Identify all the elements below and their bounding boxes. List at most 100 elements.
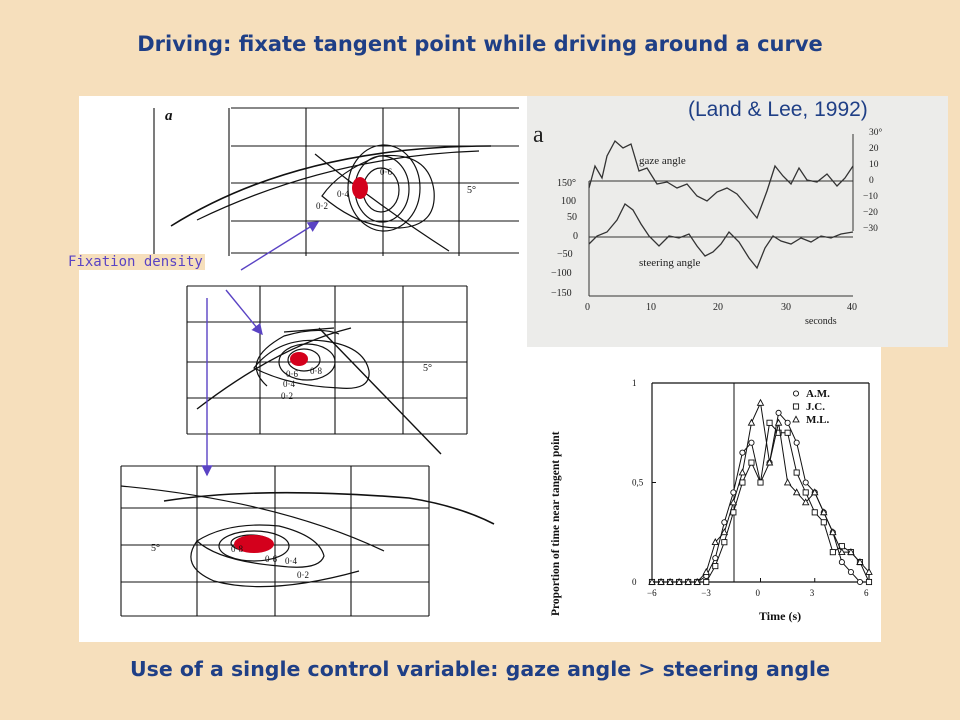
series-ml-point xyxy=(801,498,810,506)
svg-text:0·8: 0·8 xyxy=(310,366,322,376)
fixation-diagram-bottom xyxy=(120,465,495,617)
svg-text:0·2: 0·2 xyxy=(316,201,328,211)
series-am-point xyxy=(847,568,854,576)
legend-am-point xyxy=(792,390,800,397)
angle-marker-top: 5° xyxy=(467,185,476,196)
left-axis-ticks: 150° 100 50 0 −50 −100 −150 xyxy=(551,178,578,299)
series-jc-point xyxy=(748,459,755,466)
panel-label-right: a xyxy=(533,122,544,148)
legend-label: J.C. xyxy=(806,401,825,413)
y-tick-label: 1 xyxy=(632,378,637,388)
series-jc-point xyxy=(811,509,818,516)
gaze-steering-trace-plot: a gaze angle steering angle 150° 100 50 … xyxy=(527,96,948,347)
legend-ml-point xyxy=(792,415,800,423)
svg-text:50: 50 xyxy=(567,212,577,223)
svg-text:150°: 150° xyxy=(557,178,576,189)
series-ml-point xyxy=(747,418,756,426)
slide-footer: Use of a single control variable: gaze a… xyxy=(129,657,830,681)
series-line-jc xyxy=(652,421,870,583)
gaze-steering-traces: a gaze angle steering angle 150° 100 50 … xyxy=(527,96,948,347)
svg-text:30°: 30° xyxy=(869,127,883,138)
y-tick-label: 0,5 xyxy=(632,478,644,488)
svg-text:0·6: 0·6 xyxy=(286,369,298,379)
x-tick-label: 0 xyxy=(756,588,761,598)
series-ml-point xyxy=(648,577,656,585)
steering-angle-trace xyxy=(588,203,854,270)
proportion-chart: −6 −3 0 3 6 0 0,5 1 A.M.J.C.M.L. Time (s) Prop… xyxy=(550,378,873,623)
y-tick-label: 0 xyxy=(632,577,637,587)
svg-text:−30: −30 xyxy=(863,224,878,234)
contour-labels-top: 0·2 0·4 0·6 xyxy=(316,167,392,211)
svg-text:10: 10 xyxy=(646,302,656,313)
series-ml-point xyxy=(774,418,783,426)
x-axis-ticks-top: 0 10 20 30 40 xyxy=(585,302,857,313)
steering-angle-label: steering angle xyxy=(639,257,701,269)
series-jc-point xyxy=(802,489,809,496)
citation: (Land & Lee, 1992) xyxy=(688,98,868,121)
series-jc-point xyxy=(757,479,764,486)
svg-text:−150: −150 xyxy=(551,288,572,299)
right-axis-ticks: 30° 20 10 0 −10 −20 −30 xyxy=(863,127,883,234)
legend-label: M.L. xyxy=(806,414,829,426)
series-jc-point xyxy=(865,578,873,586)
x-tick-label: 6 xyxy=(864,588,869,598)
svg-text:0·4: 0·4 xyxy=(337,189,349,199)
legend-jc-point xyxy=(792,403,800,410)
series-jc-point xyxy=(766,419,773,426)
svg-text:0·2: 0·2 xyxy=(297,570,309,580)
angle-marker-bottom: 5° xyxy=(151,543,160,554)
panel-label-left: a xyxy=(165,108,173,124)
series-am-point xyxy=(775,409,782,416)
series-am-point xyxy=(784,419,791,426)
series-jc-point xyxy=(730,509,737,516)
series-am-point xyxy=(856,578,864,586)
series-line-am xyxy=(652,411,869,583)
svg-text:20: 20 xyxy=(869,144,879,154)
fixation-diagram-top xyxy=(153,107,519,256)
slide-title: Driving: fixate tangent point while driv… xyxy=(137,32,823,56)
tangent-point-fixation-figure: 0·2 0·4 0·6 5° a 0·2 0·4 xyxy=(120,107,873,623)
series-ml-point xyxy=(702,567,711,575)
series-jc-point xyxy=(721,539,728,546)
series-am-point xyxy=(739,449,746,456)
series-ml-point xyxy=(729,498,738,506)
series-ml-point xyxy=(829,528,837,536)
series-ml-point xyxy=(838,547,846,555)
series-ml-point xyxy=(720,528,729,536)
series-am-point xyxy=(721,519,728,526)
svg-text:0·4: 0·4 xyxy=(285,556,297,566)
series-ml-point xyxy=(783,478,792,486)
series-jc-point xyxy=(793,469,800,476)
series-ml-point xyxy=(738,468,747,476)
series-ml-point xyxy=(756,398,765,406)
svg-text:−50: −50 xyxy=(557,249,573,260)
series-jc-point xyxy=(739,479,746,486)
y-axis-label: Proportion of time near tangent point xyxy=(550,431,562,616)
x-tick-label: 3 xyxy=(810,588,815,598)
svg-text:−10: −10 xyxy=(863,192,878,202)
svg-text:−20: −20 xyxy=(863,208,878,218)
series-ml-point xyxy=(820,508,828,516)
series-ml-point xyxy=(765,458,774,466)
series-ml-point xyxy=(657,577,665,585)
legend-label: A.M. xyxy=(806,388,830,400)
series-jc-point xyxy=(820,519,827,526)
fixation-density-blob-bottom xyxy=(234,535,274,553)
series-jc-point xyxy=(784,429,791,436)
contour-labels-middle: 0·2 0·4 0·6 0·8 xyxy=(281,366,322,401)
svg-text:0: 0 xyxy=(869,176,874,186)
seconds-label: seconds xyxy=(805,316,837,327)
series-ml-point xyxy=(711,538,720,546)
gaze-angle-label: gaze angle xyxy=(639,155,686,167)
svg-text:0: 0 xyxy=(573,231,578,242)
series-am-point xyxy=(838,559,845,566)
svg-text:100: 100 xyxy=(561,196,576,207)
svg-text:10: 10 xyxy=(869,160,879,170)
series-am-point xyxy=(793,439,800,446)
series-am-point xyxy=(748,439,755,446)
series-ml-point xyxy=(865,567,873,575)
series-ml-point xyxy=(792,488,801,496)
series-jc-point xyxy=(829,549,836,556)
svg-text:−100: −100 xyxy=(551,268,572,279)
svg-text:0·6: 0·6 xyxy=(265,554,277,564)
